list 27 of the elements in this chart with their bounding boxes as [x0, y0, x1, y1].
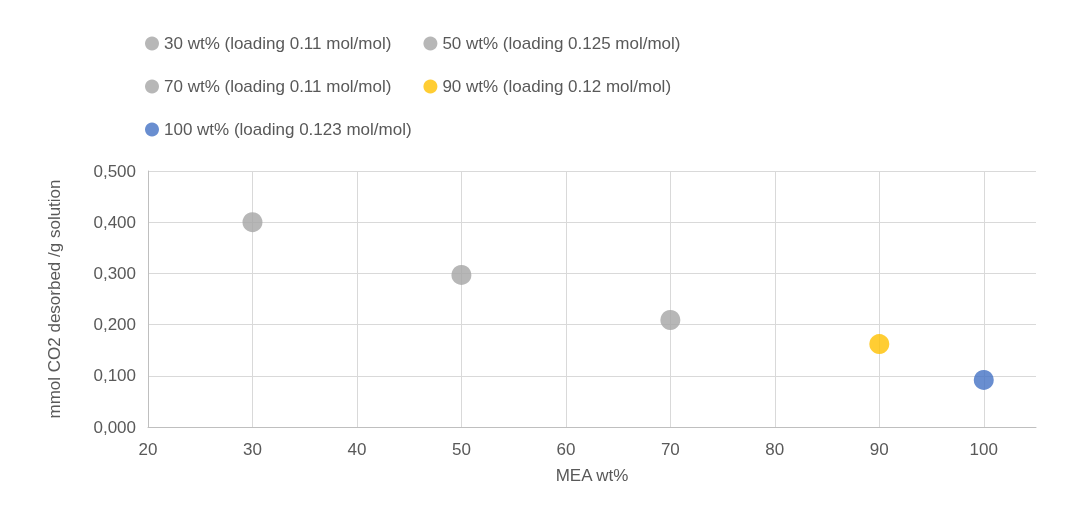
x-tick-label: 40: [347, 440, 367, 459]
x-tick-label: 80: [765, 440, 785, 459]
x-tick-label: 60: [556, 440, 576, 459]
point: [660, 310, 681, 330]
point: [451, 264, 472, 285]
point: [869, 334, 890, 355]
point: [242, 212, 263, 233]
y-tick-label: 0,400: [93, 212, 136, 232]
legend-label: 30 wt% (loading 0.11 mol/mol): [164, 34, 392, 53]
x-tick-label: 20: [138, 440, 158, 459]
x-tick-label: 70: [660, 440, 680, 459]
y-tick-label: 0,500: [93, 161, 136, 181]
y-tick-label: 0,100: [93, 366, 136, 386]
legend-label: 90 wt% (loading 0.12 mol/mol): [442, 77, 672, 96]
y-tick-label: 0,000: [93, 417, 136, 437]
x-tick-label: 30: [243, 440, 262, 459]
x-tick-label: 90: [869, 440, 889, 459]
y-tick-label: 0,200: [93, 315, 136, 335]
x-tick-label: 50: [451, 440, 471, 459]
y-tick-label: 0,300: [93, 263, 136, 283]
x-tick-label: 100: [969, 440, 998, 459]
y-axis-title: mmol CO2 desorbed /g solution: [45, 179, 64, 419]
point: [973, 369, 994, 390]
legend-label: 50 wt% (loading 0.125 mol/mol): [442, 34, 681, 53]
x-axis-title: MEA wt%: [555, 466, 629, 485]
legend-label: 70 wt% (loading 0.11 mol/mol): [164, 77, 392, 96]
legend-label: 100 wt% (loading 0.123 mol/mol): [164, 120, 412, 139]
